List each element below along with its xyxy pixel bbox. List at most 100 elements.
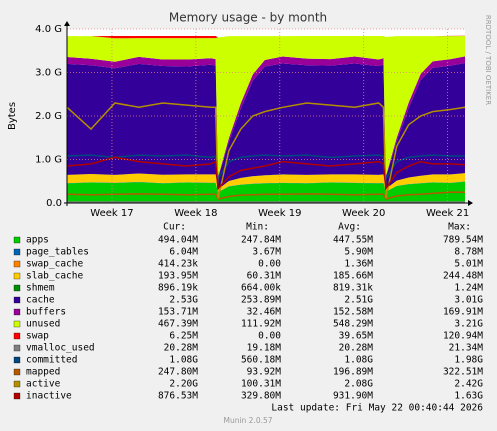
legend-label: swap_cache: [26, 259, 83, 270]
stat-value: 111.92M: [241, 319, 281, 330]
line-active: [66, 102, 466, 199]
legend-swatch: [13, 356, 21, 364]
stat-value: 169.91M: [443, 307, 483, 318]
stat-value: 2.53G: [169, 295, 198, 306]
stat-value: 152.58M: [333, 307, 373, 318]
stat-value: 896.19k: [158, 283, 198, 294]
legend-label: mapped: [26, 367, 60, 378]
legend-label: committed: [26, 355, 77, 366]
stat-value: 5.01M: [454, 259, 483, 270]
stat-value: 414.23k: [158, 259, 198, 270]
legend-label: swap: [26, 331, 49, 342]
stat-value: 1.24M: [454, 283, 483, 294]
x-axis-arrow: [468, 200, 473, 206]
stat-value: 447.55M: [333, 235, 373, 246]
stat-value: 2.51G: [344, 295, 373, 306]
x-tick-label: Week 21: [426, 208, 469, 219]
stat-value: 21.34M: [449, 343, 484, 354]
legend-label: inactive: [26, 391, 72, 402]
stat-value: 876.53M: [158, 391, 198, 402]
stat-value: 60.31M: [247, 271, 282, 282]
area-slab-cache: [67, 173, 465, 192]
stat-value: 253.89M: [241, 295, 281, 306]
stat-header: Avg:: [338, 222, 361, 233]
last-update: Last update: Fri May 22 00:40:44 2026: [271, 403, 483, 414]
stat-value: 560.18M: [241, 355, 281, 366]
stat-value: 1.36M: [344, 259, 373, 270]
stat-value: 3.67M: [252, 247, 281, 258]
stat-value: 120.94M: [443, 331, 483, 342]
y-tick-label: 4.0 G: [35, 24, 62, 35]
legend-swatch: [13, 344, 21, 352]
y-tick-label: 3.0 G: [35, 68, 62, 79]
legend-label: unused: [26, 319, 60, 330]
stat-value: 548.29M: [333, 319, 373, 330]
legend-swatch: [13, 308, 21, 316]
legend-label: apps: [26, 235, 49, 246]
stat-value: 1.98G: [454, 355, 483, 366]
stat-value: 2.42G: [454, 379, 483, 390]
stat-value: 467.39M: [158, 319, 198, 330]
legend-label: slab_cache: [26, 271, 83, 282]
stat-value: 0.00: [258, 259, 281, 270]
stat-value: 1.63G: [454, 391, 483, 402]
area-unused: [67, 36, 465, 178]
stat-value: 244.48M: [443, 271, 483, 282]
stat-value: 322.51M: [443, 367, 483, 378]
x-tick-label: Week 18: [174, 208, 217, 219]
y-axis-label: Bytes: [7, 102, 18, 130]
stat-value: 19.18M: [247, 343, 282, 354]
stat-value: 3.21G: [454, 319, 483, 330]
stat-header: Min:: [246, 222, 269, 233]
stat-header: Cur:: [163, 222, 186, 233]
stat-value: 196.89M: [333, 367, 373, 378]
legend-label: shmem: [26, 283, 55, 294]
area-cache: [67, 63, 465, 190]
stat-value: 185.66M: [333, 271, 373, 282]
stat-value: 789.54M: [443, 235, 483, 246]
stat-value: 2.08G: [344, 379, 373, 390]
legend-swatch: [13, 248, 21, 256]
y-tick-label: 2.0 G: [35, 111, 62, 122]
stat-value: 93.92M: [247, 367, 282, 378]
legend-label: active: [26, 379, 61, 390]
line-mapped: [66, 191, 466, 200]
stat-value: 32.46M: [247, 307, 282, 318]
stat-value: 3.01G: [454, 295, 483, 306]
legend-label: vmalloc_used: [26, 343, 95, 354]
stat-value: 931.90M: [333, 391, 373, 402]
legend-swatch: [13, 296, 21, 304]
stat-value: 8.78M: [454, 247, 483, 258]
legend-label: cache: [26, 295, 55, 306]
x-tick-label: Week 20: [342, 208, 385, 219]
legend-swatch: [13, 392, 21, 400]
side-text: RRDTOOL / TOBI OETIKER: [484, 15, 492, 105]
stat-value: 329.80M: [241, 391, 281, 402]
chart-title: Memory usage - by month: [169, 11, 327, 25]
stat-value: 0.00: [258, 331, 281, 342]
stat-value: 1.08G: [169, 355, 198, 366]
stat-value: 664.00k: [241, 283, 281, 294]
footer: Munin 2.0.57: [223, 416, 272, 425]
stat-header: Max:: [448, 222, 471, 233]
stat-value: 6.25M: [169, 331, 198, 342]
legend-swatch: [13, 368, 21, 376]
stat-value: 100.31M: [241, 379, 281, 390]
stat-value: 153.71M: [158, 307, 198, 318]
y-tick-label: 0.0: [46, 198, 62, 209]
legend-label: page_tables: [26, 247, 89, 258]
stat-value: 247.84M: [241, 235, 281, 246]
x-tick-label: Week 19: [258, 208, 301, 219]
stat-value: 5.90M: [344, 247, 373, 258]
stat-value: 819.31k: [333, 283, 373, 294]
area-apps: [67, 181, 465, 203]
legend-swatch: [13, 236, 21, 244]
legend-swatch: [13, 332, 21, 340]
area-swap: [67, 35, 465, 39]
stat-value: 1.08G: [344, 355, 373, 366]
legend-swatch: [13, 272, 21, 280]
plot: 0.0 1.0 G 2.0 G 3.0 G 4.0 G Week 17 Week 18 Wee…: [35, 21, 473, 219]
stat-value: 39.65M: [339, 331, 374, 342]
stat-value: 2.20G: [169, 379, 198, 390]
legend: Cur: Min: Avg: Max: apps 494.04M 247.84M 447.55…: [13, 222, 484, 402]
